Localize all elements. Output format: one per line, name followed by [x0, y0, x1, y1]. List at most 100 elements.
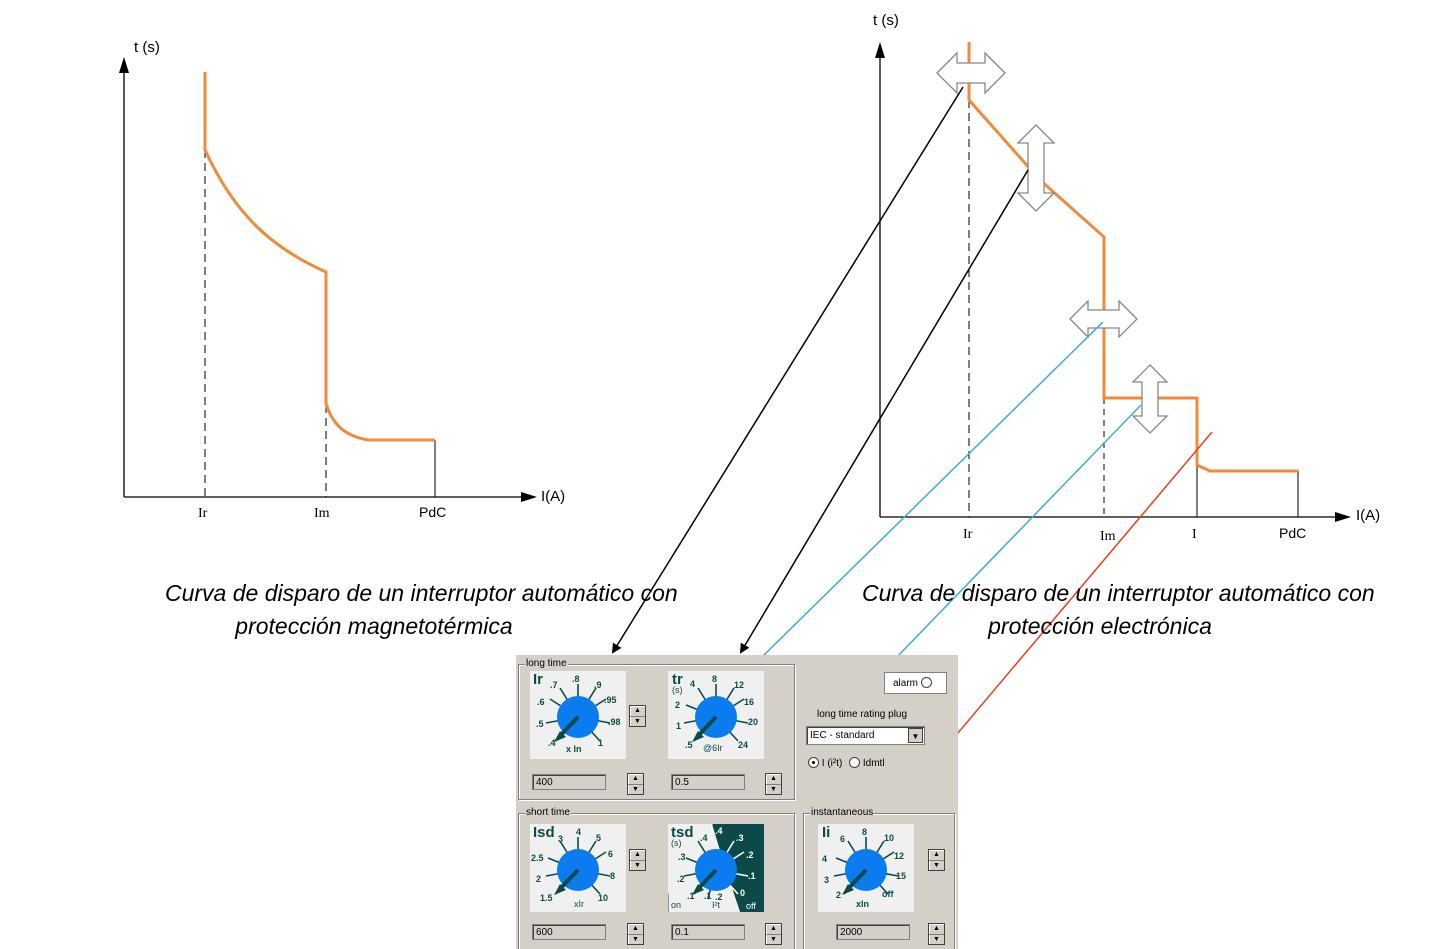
tsd-off-label: off: [746, 901, 756, 911]
short-time-title: short time: [525, 806, 571, 820]
alarm-label: alarm: [893, 678, 919, 689]
left-y-axis-arrowhead: [119, 57, 129, 73]
tsd-mark: .1: [687, 891, 695, 901]
tsd-value-field[interactable]: 0.1: [671, 924, 745, 940]
tsd-mark: .2: [677, 874, 685, 884]
left-tick-pdc: PdC: [419, 504, 446, 520]
ii-dial[interactable]: Ii 6 8 10 12 15 off 2 3 4 xIn: [818, 824, 914, 912]
tsd-mark: 0: [740, 888, 746, 898]
isd-spinner[interactable]: ▲ ▼: [629, 849, 646, 871]
isd-mark: 2: [536, 874, 542, 884]
right-caption-line1: Curva de disparo de un interruptor autom…: [862, 580, 1375, 606]
instantaneous-title: instantaneous: [810, 806, 875, 820]
radio-i2t-label: I (i²t): [821, 758, 843, 769]
ir-mark: .4: [548, 738, 556, 748]
ir-mark: 1: [598, 738, 604, 748]
isd-mark: 4: [576, 827, 582, 837]
isd-dial-name: Isd: [533, 824, 555, 841]
ii-mark: 10: [884, 833, 895, 843]
arrow-ir-to-dial: [611, 86, 964, 654]
ir-mark: .5: [536, 719, 544, 729]
tsd-mark: .2: [715, 892, 723, 902]
tr-value-spinner[interactable]: ▲ ▼: [765, 773, 782, 795]
right-chart: t (s) I(A) Ir Im I PdC: [873, 12, 1380, 544]
right-tick-im: Im: [1100, 529, 1116, 544]
tsd-vertical-adjust-arrow: [1131, 364, 1169, 434]
long-time-group: long time: [518, 657, 795, 800]
radio-idmtl-label: Idmtl: [862, 758, 885, 769]
right-x-axis-arrowhead: [1335, 512, 1351, 522]
tsd-mark: .3: [678, 852, 686, 862]
isd-mark: 6: [608, 849, 614, 859]
isd-dial[interactable]: Isd 3 4 5 6 8 10 1.5 2 2.5 xIr: [530, 824, 626, 912]
left-x-axis-arrowhead: [521, 492, 537, 502]
right-y-axis-arrowhead: [875, 42, 885, 58]
tr-mark: 2: [675, 700, 681, 710]
tsd-dial[interactable]: tsd (s) .4 .4 .3 .2 .1 0 .3 .2 .1 .1 .2 …: [668, 824, 764, 912]
isd-mark: 1.5: [540, 893, 553, 903]
chevron-down-icon[interactable]: ▼: [908, 728, 923, 743]
tr-dial-unit: @6Ir: [703, 743, 723, 753]
tsd-value-spinner[interactable]: ▲ ▼: [765, 923, 782, 945]
tr-vertical-adjust-arrow: [1016, 124, 1056, 212]
ir-spinner[interactable]: ▲ ▼: [629, 705, 646, 727]
alarm-indicator: alarm: [884, 672, 947, 694]
tr-dial-sub: (s): [672, 685, 683, 695]
isd-mark: 2.5: [531, 853, 544, 863]
ii-spinner[interactable]: ▲ ▼: [928, 849, 945, 871]
left-caption-line2: protección magnetotérmica: [235, 613, 513, 639]
rating-plug-label: long time rating plug: [817, 709, 908, 720]
left-y-label: t (s): [134, 39, 160, 56]
tr-mark: 24: [738, 740, 749, 750]
alarm-led-icon: [921, 677, 933, 688]
tsd-mark: .3: [736, 833, 744, 843]
ir-mark: .7: [550, 680, 558, 690]
tsd-mark: .1: [704, 891, 712, 901]
ir-mark: .98: [608, 717, 621, 727]
ir-dial-name: Ir: [533, 671, 544, 688]
isd-mark: 10: [598, 893, 609, 903]
tr-dial[interactable]: tr (s) 4 8 12 16 20 24 .5 1 2 @6Ir: [668, 671, 764, 759]
radio-idmtl[interactable]: [849, 757, 861, 768]
tsd-on-label: on: [671, 900, 682, 910]
trip-unit-panel: long time Ir .7 .8 .9 .95 .98 1 .4 .5 .6…: [516, 655, 958, 949]
tr-mark: 12: [734, 680, 745, 690]
tsd-mark: .4: [700, 833, 708, 843]
isd-value-field[interactable]: 600: [532, 924, 606, 940]
arrow-tr-to-dial: [739, 169, 1029, 654]
ir-value-field[interactable]: 400: [532, 774, 606, 790]
tsd-mark: .2: [746, 850, 754, 860]
curve-type-options: I (i²t) Idmtl: [808, 757, 885, 769]
ii-mark: 15: [896, 871, 907, 881]
isd-value-spinner[interactable]: ▲ ▼: [627, 923, 644, 945]
ir-horizontal-adjust-arrow: [936, 51, 1006, 95]
tsd-mark: .4: [715, 826, 723, 836]
ir-value-spinner[interactable]: ▲ ▼: [627, 773, 644, 795]
ii-value-spinner[interactable]: ▲ ▼: [928, 923, 945, 945]
left-trip-curve: [203, 72, 435, 442]
short-time-group: short time: [518, 806, 795, 949]
right-tick-pdc: PdC: [1279, 525, 1306, 541]
tr-dial-name: tr: [672, 671, 683, 688]
right-caption-line2: protección electrónica: [988, 613, 1212, 639]
isd-horizontal-adjust-arrow: [1069, 299, 1138, 339]
ii-value-field[interactable]: 2000: [836, 924, 910, 940]
left-tick-ir: Ir: [198, 506, 208, 521]
radio-i2t[interactable]: [808, 757, 819, 768]
isd-mark: 8: [610, 871, 616, 881]
rating-plug-select[interactable]: IEC - standard ▼: [806, 726, 925, 745]
ii-dial-name: Ii: [822, 824, 831, 841]
right-tick-ir: Ir: [963, 527, 973, 542]
left-caption-line1: Curva de disparo de un interruptor autom…: [165, 580, 678, 606]
instantaneous-group: instantaneous: [803, 806, 955, 949]
ir-dial[interactable]: Ir .7 .8 .9 .95 .98 1 .4 .5 .6 x In: [530, 671, 626, 759]
right-x-label: I(A): [1356, 507, 1380, 524]
tr-mark: 16: [744, 697, 755, 707]
tr-value-field[interactable]: 0.5: [671, 774, 745, 790]
ii-mark: off: [882, 889, 894, 899]
long-time-title: long time: [525, 657, 568, 671]
ii-mark: 4: [822, 854, 828, 864]
isd-dial-unit: xIr: [574, 899, 584, 909]
ir-mark: .95: [604, 695, 617, 705]
